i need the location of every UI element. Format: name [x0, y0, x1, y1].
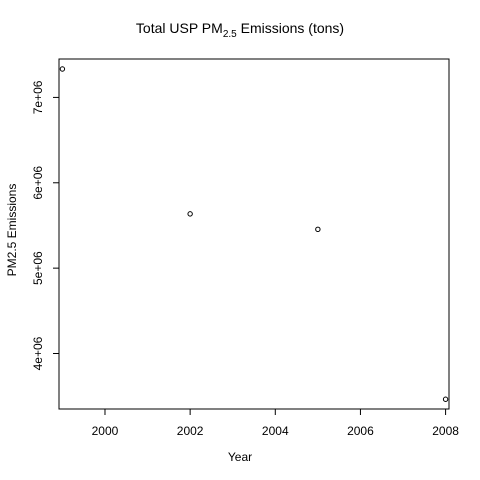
- y-tick-label: 6e+06: [31, 166, 45, 200]
- y-tick-label: 7e+06: [31, 80, 45, 114]
- data-point: [315, 226, 321, 233]
- chart-title: Total USP PM2.5 Emissions (tons): [135, 20, 345, 40]
- x-tick-label: 2008: [432, 424, 459, 438]
- x-axis-label: Year: [227, 450, 253, 464]
- data-point: [59, 66, 66, 72]
- x-tick-label: 2002: [177, 424, 204, 438]
- data-point: [442, 396, 449, 402]
- y-tick-label: 4e+06: [31, 336, 45, 370]
- data-point: [187, 211, 193, 217]
- x-tick-label: 2006: [347, 424, 374, 438]
- plot-frame: [58, 58, 450, 410]
- x-tick-label: 2004: [262, 424, 289, 438]
- y-tick-label: 5e+06: [31, 251, 45, 285]
- x-tick-label: 2000: [92, 424, 119, 438]
- y-axis-label: PM2.5 Emissions: [5, 183, 19, 277]
